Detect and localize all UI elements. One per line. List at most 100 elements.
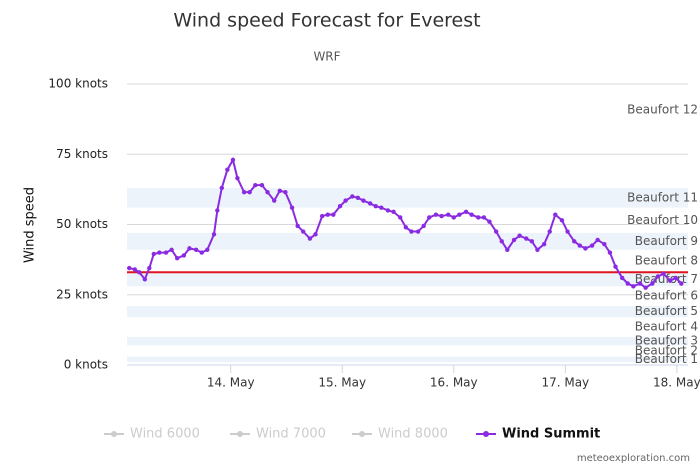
point [559, 218, 565, 223]
legend-label[interactable]: Wind 6000 [130, 427, 200, 442]
point [337, 204, 343, 209]
point [619, 275, 625, 281]
point [487, 219, 492, 224]
point [421, 223, 426, 229]
point [511, 237, 517, 243]
band-label: Beaufort 7 [635, 272, 698, 286]
legend-label[interactable]: Wind 7000 [256, 427, 326, 442]
plot-band [127, 272, 688, 287]
plot-band [127, 210, 688, 231]
band-label: Beaufort 9 [635, 234, 698, 248]
plot-band [127, 336, 688, 346]
point [673, 275, 678, 281]
point [655, 274, 661, 279]
x-tick-label: 16. May [430, 376, 478, 390]
plot-band [127, 84, 688, 186]
x-tick-label: 18. May [653, 376, 700, 390]
band-label: Beaufort 4 [635, 320, 698, 334]
point [439, 213, 444, 219]
x-tick-label: 15. May [318, 376, 366, 390]
point [583, 246, 588, 251]
y-tick-label: 75 knots [56, 147, 108, 161]
point [398, 215, 403, 220]
point [427, 215, 432, 220]
plot-band [127, 305, 688, 318]
point [355, 195, 361, 201]
point [565, 229, 570, 234]
point [174, 256, 180, 261]
credits: meteoexploration.com [577, 453, 690, 464]
point [625, 281, 630, 286]
legend-marker [111, 431, 117, 437]
point [541, 241, 547, 247]
plot-band [127, 356, 688, 363]
point [277, 188, 282, 193]
point [679, 281, 684, 286]
point [457, 212, 462, 217]
point [667, 278, 673, 283]
band-label: Beaufort 8 [635, 254, 698, 268]
point [205, 247, 210, 252]
point [367, 201, 373, 206]
legend-marker [237, 431, 243, 437]
point [385, 208, 391, 213]
point [230, 157, 236, 163]
legend-marker [483, 431, 489, 437]
point [225, 167, 230, 172]
point [499, 239, 504, 244]
point [219, 185, 225, 191]
point [403, 225, 409, 230]
point [391, 209, 396, 215]
point [331, 212, 336, 217]
band-label: Beaufort 1 [635, 352, 698, 366]
band-label: Beaufort 10 [627, 213, 698, 227]
point [259, 182, 265, 188]
x-tick-label: 14. May [207, 376, 255, 390]
point [187, 246, 192, 251]
legend-label[interactable]: Wind Summit [502, 427, 600, 442]
point [235, 175, 240, 181]
point [577, 243, 583, 248]
point [283, 189, 288, 195]
point [137, 270, 142, 275]
point [169, 247, 174, 252]
point [373, 204, 378, 209]
x-tick-label: 17. May [541, 376, 589, 390]
y-tick-label: 0 knots [64, 358, 108, 372]
point [142, 277, 148, 282]
plot-band [127, 320, 688, 335]
point [493, 229, 499, 234]
point [379, 205, 384, 210]
point [631, 284, 636, 289]
point [650, 281, 655, 286]
point [553, 212, 558, 217]
band-label: Beaufort 11 [627, 190, 698, 204]
point [193, 247, 199, 252]
point [343, 198, 348, 203]
point [595, 237, 600, 243]
point [215, 208, 220, 213]
legend-label[interactable]: Wind 8000 [378, 427, 448, 442]
legend-marker [359, 431, 365, 437]
point [301, 229, 306, 234]
point [181, 253, 187, 258]
point [415, 229, 421, 234]
point [350, 194, 355, 199]
point [643, 285, 648, 290]
band-label: Beaufort 3 [635, 334, 698, 348]
point [572, 239, 577, 244]
point [589, 243, 595, 248]
point [602, 241, 607, 247]
point [319, 213, 325, 219]
point [451, 215, 456, 220]
y-tick-label: 50 knots [56, 217, 108, 231]
point [361, 198, 366, 203]
point [163, 250, 169, 255]
point [272, 198, 277, 203]
point [613, 264, 618, 269]
point [433, 212, 439, 217]
point [661, 271, 666, 276]
point [289, 205, 295, 210]
point [463, 209, 469, 215]
band-label: Beaufort 12 [627, 103, 698, 117]
